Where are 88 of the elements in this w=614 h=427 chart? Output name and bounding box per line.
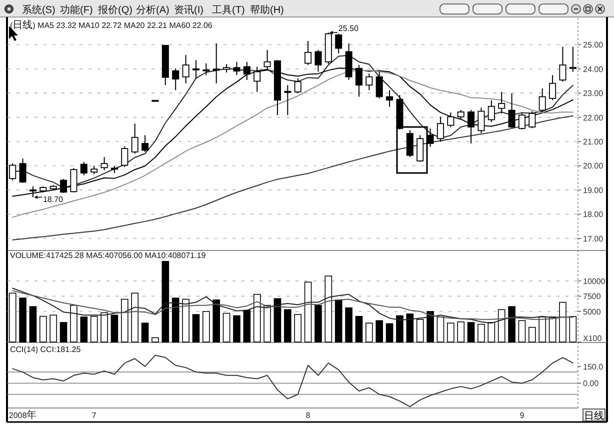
bar [60, 322, 68, 342]
x-tick-label: 7 [92, 411, 97, 420]
text: 工具(T) [212, 5, 245, 16]
bar [518, 320, 526, 342]
line-series [12, 68, 574, 197]
x-tick-label: 8 [306, 411, 311, 420]
line-series [12, 354, 574, 408]
bar [222, 312, 230, 342]
y-tick-label: 5000 [583, 307, 602, 316]
bar [559, 302, 566, 342]
bar [304, 282, 312, 342]
y-tick-label: X100 [583, 334, 602, 343]
bar [334, 299, 342, 342]
y-tick-label: 24.00 [583, 64, 604, 74]
bar [569, 316, 577, 342]
bar [498, 309, 506, 342]
bar [538, 316, 546, 342]
y-tick-label: 23.00 [583, 89, 604, 98]
bar [120, 298, 128, 342]
x-tick-label: 9 [520, 411, 525, 420]
bar [19, 298, 26, 342]
bar [162, 260, 170, 342]
bar [478, 324, 485, 342]
bar [212, 299, 220, 342]
bar [396, 315, 404, 342]
text: 分析(A) [136, 4, 170, 16]
bar [274, 298, 282, 342]
bar [416, 319, 424, 342]
chart-title: VOLUME:417425.28 MA5:407056.00 MA10:408071.19 [10, 251, 206, 260]
bar [50, 314, 58, 342]
bar [243, 310, 251, 342]
bar [131, 292, 139, 342]
bar [355, 316, 363, 342]
bar [264, 304, 271, 342]
bar [488, 322, 496, 342]
bar [426, 311, 434, 342]
bar [324, 276, 332, 342]
bar [110, 314, 118, 342]
bar [314, 304, 322, 342]
bar [457, 321, 465, 342]
y-tick-label: 7500 [583, 292, 602, 302]
bar [70, 304, 78, 342]
bar [508, 306, 516, 342]
bar [80, 316, 88, 342]
y-tick-label: 150.0 [583, 362, 604, 372]
x-tick-label: 2008年 [8, 409, 37, 421]
bar [202, 311, 210, 342]
y-tick-label: 17.00 [583, 234, 604, 244]
bar [294, 314, 302, 342]
bar [182, 298, 190, 342]
bar [436, 316, 444, 342]
chart-title: CCI(14) CCI:181.25 [10, 345, 82, 354]
annotation: 25.50 [338, 24, 359, 34]
bar [233, 315, 240, 342]
bar [284, 309, 292, 342]
bar [152, 337, 159, 342]
bar [376, 320, 384, 342]
bar [90, 316, 98, 342]
bar [386, 323, 394, 342]
bar [528, 326, 536, 342]
text: 报价(Q) [97, 4, 132, 16]
y-tick-label: 18.00 [583, 210, 604, 220]
text: 帮助(H) [250, 4, 284, 16]
y-tick-label: 22.00 [583, 113, 604, 122]
chart-title: (日线) MA5 23.32 MA10 22.72 MA20 22.21 MA60 22.06 [10, 19, 213, 31]
text: 日线 [584, 410, 604, 422]
y-tick-label: 19.00 [583, 186, 604, 195]
y-tick-label: 0.00 [583, 379, 600, 388]
bar [192, 314, 200, 342]
bar [141, 322, 149, 342]
bar [39, 316, 47, 342]
bar [172, 298, 180, 342]
bar [253, 294, 261, 342]
y-tick-label: 21.00 [583, 138, 604, 147]
annotation: 18.70 [42, 195, 64, 204]
bar [345, 307, 352, 342]
text: 系统(S) [22, 4, 56, 16]
bar [467, 322, 475, 342]
y-tick-label: 25.00 [583, 40, 604, 50]
text: 资讯(I) [174, 4, 204, 16]
y-tick-label: 20.00 [583, 162, 604, 171]
bar [365, 322, 373, 342]
text: 功能(F) [60, 4, 93, 16]
y-tick-label: 10000 [583, 276, 606, 286]
bar [29, 306, 37, 342]
bar [100, 312, 108, 342]
bar [446, 322, 454, 342]
bar [406, 314, 414, 342]
